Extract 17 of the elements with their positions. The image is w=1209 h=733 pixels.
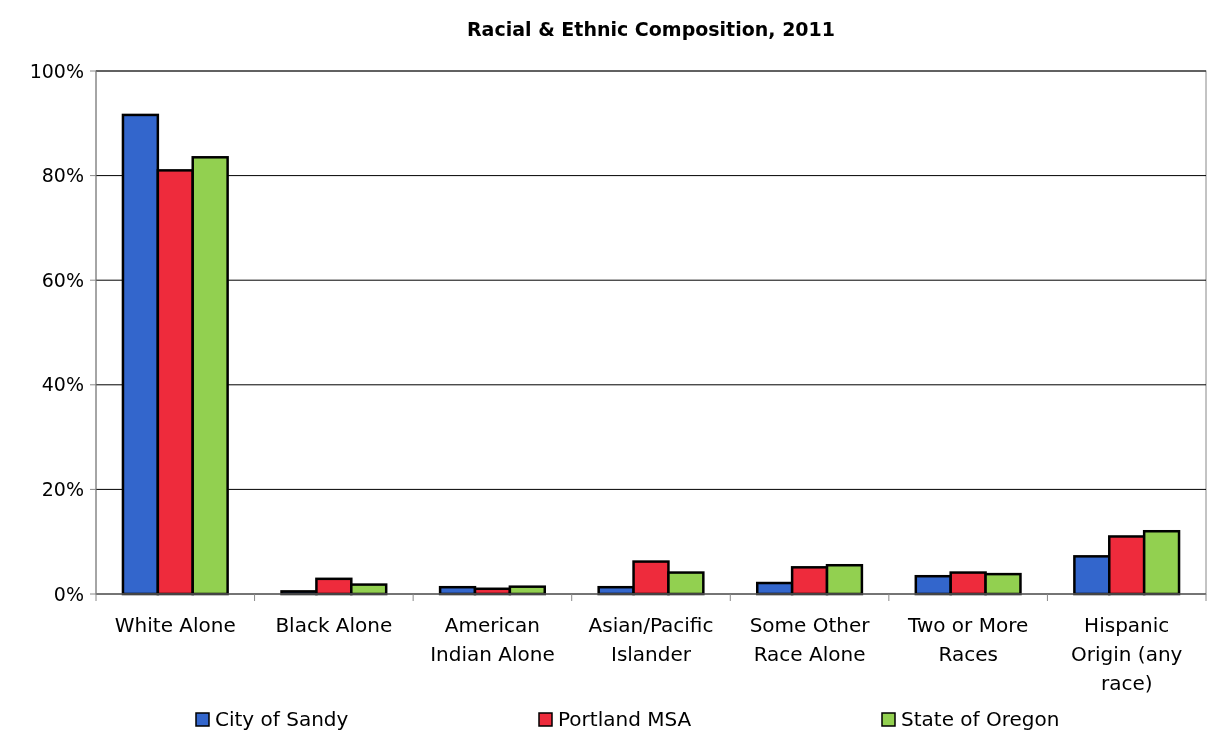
y-tick-label: 40% (41, 373, 84, 396)
legend-label: City of Sandy (215, 707, 349, 731)
x-tick-label: White Alone (114, 613, 236, 637)
x-tick-label: Hispanic Origin (any race) (1071, 613, 1183, 695)
x-tick-label: Some Other Race Alone (749, 613, 871, 666)
legend-label: State of Oregon (901, 707, 1060, 731)
y-tick-label: 0% (53, 582, 84, 605)
legend-label: Portland MSA (558, 707, 692, 731)
y-tick-label: 60% (41, 268, 84, 291)
x-tick-label: Black Alone (275, 613, 393, 637)
x-tick-label: Asian/Pacific Islander (588, 613, 714, 666)
y-tick-label: 20% (41, 478, 84, 501)
x-tick-label: Two or More Races (907, 613, 1029, 666)
chart-title: Racial & Ethnic Composition, 2011 (466, 18, 836, 40)
y-tick-label: 100% (29, 59, 84, 82)
x-tick-label: American Indian Alone (430, 613, 555, 666)
y-tick-label: 80% (41, 164, 84, 187)
